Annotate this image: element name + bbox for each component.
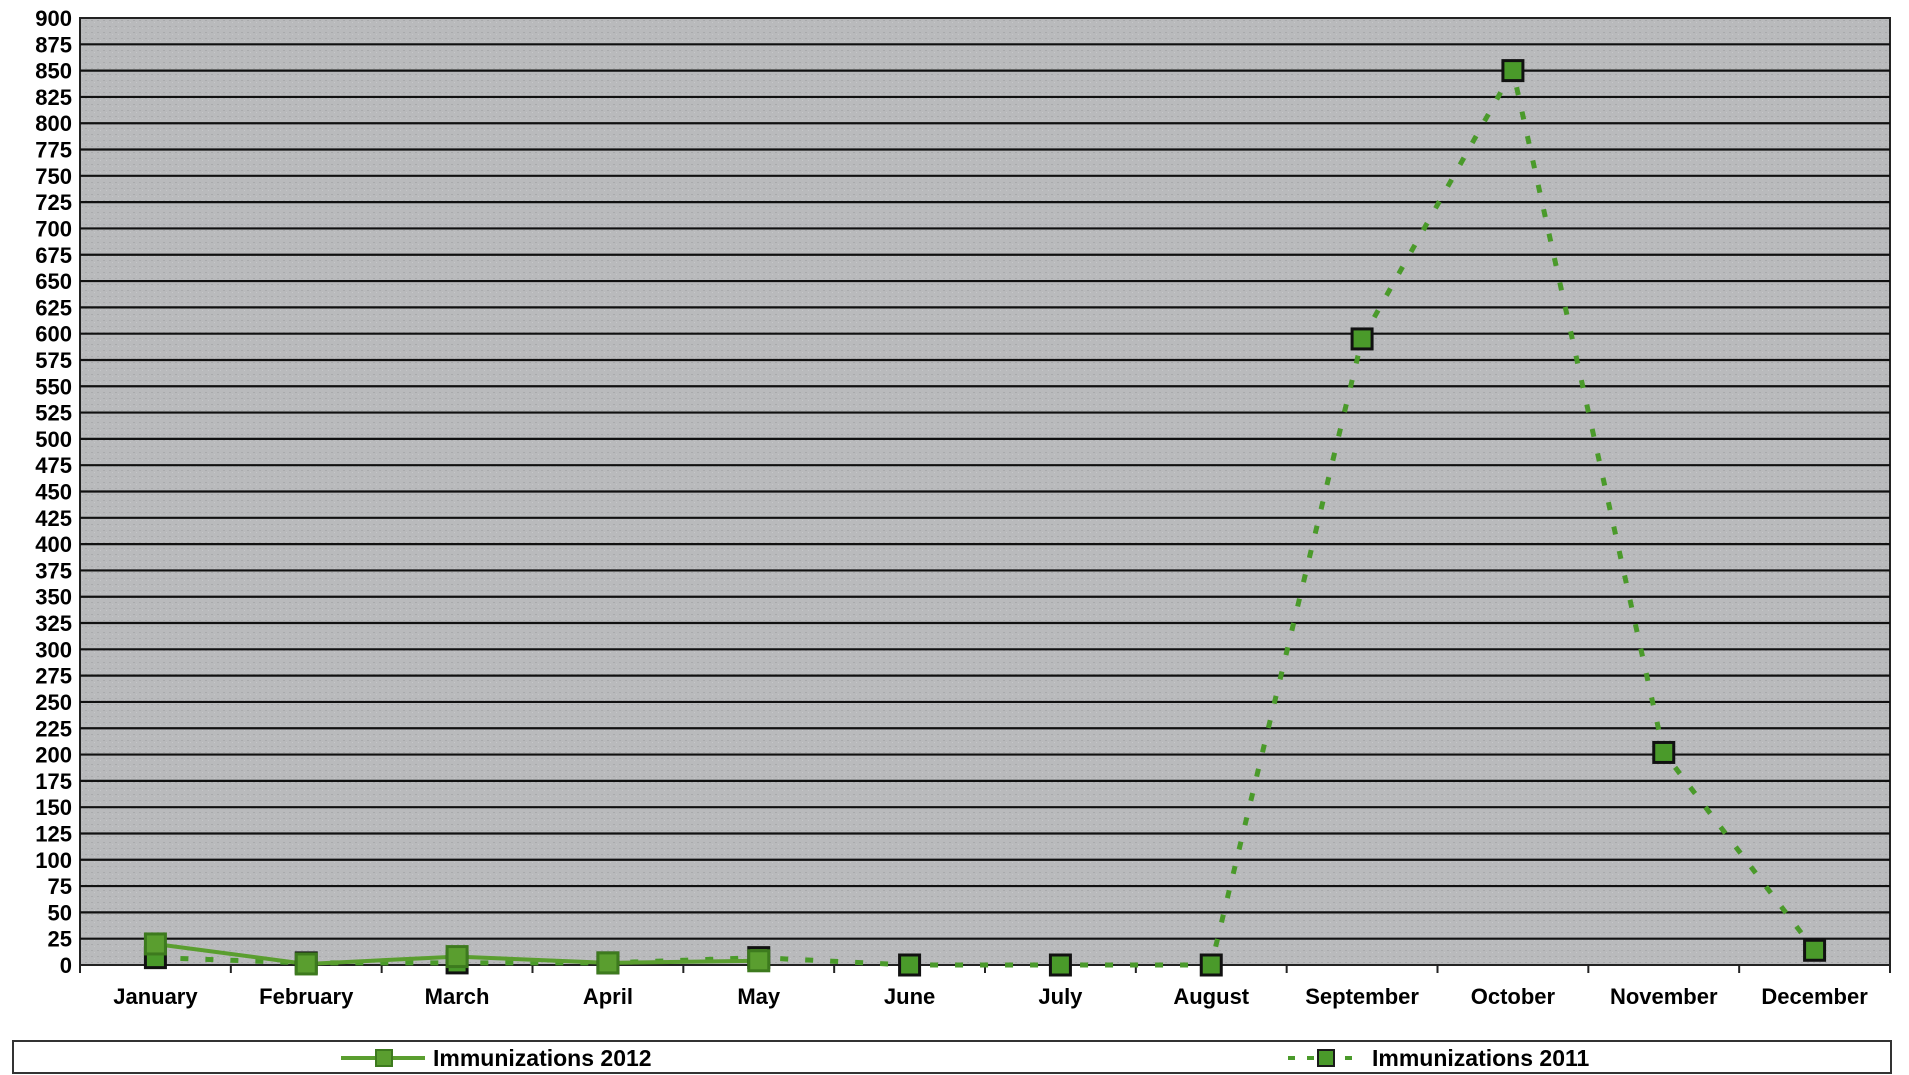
legend-item-2012: Immunizations 2012: [339, 1044, 652, 1072]
y-tick-label: 125: [35, 821, 72, 846]
x-tick-label: February: [259, 984, 354, 1009]
y-tick-label: 275: [35, 664, 72, 689]
y-tick-label: 300: [35, 637, 72, 662]
legend-label-2012: Immunizations 2012: [433, 1044, 652, 1071]
y-tick-label: 200: [35, 743, 72, 768]
y-tick-label: 250: [35, 690, 72, 715]
x-tick-label: November: [1610, 984, 1718, 1009]
y-tick-label: 500: [35, 427, 72, 452]
legend-item-2011: Immunizations 2011: [1286, 1044, 1589, 1072]
y-tick-label: 475: [35, 453, 72, 478]
y-axis-ticks: 0255075100125150175200225250275300325350…: [35, 6, 72, 978]
y-tick-label: 175: [35, 769, 72, 794]
data-point: [1501, 59, 1525, 83]
y-tick-label: 725: [35, 190, 72, 215]
data-point: [747, 949, 771, 973]
y-tick-label: 525: [35, 401, 72, 426]
gridlines: [80, 43, 1890, 940]
x-tick-label: March: [425, 984, 490, 1009]
y-tick-label: 225: [35, 716, 72, 741]
data-point: [898, 953, 922, 977]
y-tick-label: 400: [35, 532, 72, 557]
x-tick-label: July: [1038, 984, 1083, 1009]
y-tick-label: 350: [35, 585, 72, 610]
data-point: [1803, 938, 1827, 962]
y-tick-label: 625: [35, 295, 72, 320]
series-line: [155, 63, 1817, 968]
data-point: [596, 951, 620, 975]
y-tick-label: 375: [35, 558, 72, 583]
x-tick-label: January: [113, 984, 198, 1009]
y-tick-label: 325: [35, 611, 72, 636]
x-tick-label: August: [1173, 984, 1249, 1009]
legend-label-2011: Immunizations 2011: [1372, 1044, 1590, 1071]
y-tick-label: 775: [35, 138, 72, 163]
y-tick-label: 25: [48, 927, 72, 952]
data-point: [143, 932, 167, 956]
y-tick-label: 450: [35, 480, 72, 505]
y-tick-label: 650: [35, 269, 72, 294]
y-tick-label: 75: [48, 874, 72, 899]
data-point: [1199, 953, 1223, 977]
data-point: [445, 945, 469, 969]
y-tick-label: 875: [35, 32, 72, 57]
x-tick-label: October: [1471, 984, 1556, 1009]
x-tick-label: May: [737, 984, 781, 1009]
series-markers: [143, 59, 1827, 977]
y-tick-label: 425: [35, 506, 72, 531]
data-point: [1048, 953, 1072, 977]
legend-swatch-2012: [341, 1049, 425, 1067]
data-point: [1652, 740, 1676, 764]
x-tick-label: April: [583, 984, 633, 1009]
legend: Immunizations 2012 Immunizations 2011: [12, 1040, 1892, 1074]
y-tick-label: 750: [35, 164, 72, 189]
y-tick-label: 800: [35, 111, 72, 136]
x-tick-label: December: [1761, 984, 1868, 1009]
x-tick-label: September: [1305, 984, 1419, 1009]
y-tick-label: 700: [35, 216, 72, 241]
line-chart: 0255075100125150175200225250275300325350…: [35, 6, 1891, 1009]
y-tick-label: 550: [35, 374, 72, 399]
y-tick-label: 850: [35, 59, 72, 84]
x-tick-label: June: [884, 984, 935, 1009]
data-point: [1350, 327, 1374, 351]
x-axis-ticks: January February March April May June July Augu…: [79, 965, 1891, 1009]
y-tick-label: 575: [35, 348, 72, 373]
y-tick-label: 600: [35, 322, 72, 347]
y-tick-label: 675: [35, 243, 72, 268]
data-point: [294, 952, 318, 976]
y-tick-label: 50: [48, 900, 72, 925]
legend-swatch-2011: [1288, 1049, 1364, 1067]
y-tick-label: 900: [35, 6, 72, 31]
y-tick-label: 825: [35, 85, 72, 110]
y-tick-label: 0: [60, 953, 72, 978]
y-tick-label: 150: [35, 795, 72, 820]
y-tick-label: 100: [35, 848, 72, 873]
